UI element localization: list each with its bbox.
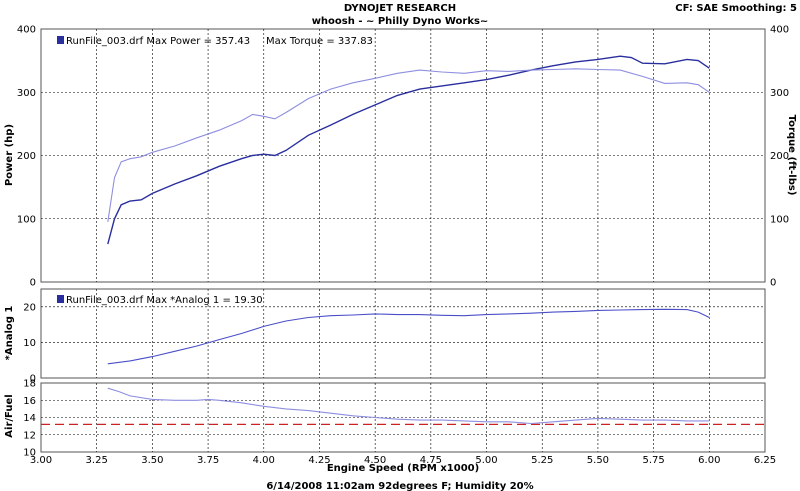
power-legend: RunFile_003.drf Max Power = 357.43 Max T… — [66, 36, 373, 47]
power-curve — [107, 55, 710, 245]
x-tick-label: 5.00 — [475, 455, 497, 466]
y-tick-label-right: 0 — [770, 278, 776, 289]
analog-curve — [107, 308, 710, 365]
x-tick-label: 4.00 — [253, 455, 275, 466]
x-tick-label: 5.50 — [587, 455, 609, 466]
x-tick-label: 5.25 — [531, 455, 553, 466]
x-tick-label: 6.00 — [698, 455, 720, 466]
power-y-axis-label: Power (hp) — [4, 124, 15, 186]
x-tick-label: 4.50 — [364, 455, 386, 466]
y-tick-label: 300 — [17, 88, 36, 99]
y-tick-label: 18 — [23, 379, 36, 390]
chart-subtitle: whoosh - ~ Philly Dyno Works~ — [312, 16, 489, 27]
x-tick-label: 3.25 — [86, 455, 108, 466]
afr-y-axis-label: Air/Fuel — [4, 394, 15, 437]
y-tick-label: 10 — [23, 448, 36, 459]
correction-factor-label: CF: SAE Smoothing: 5 — [675, 3, 797, 14]
x-tick-label: 4.25 — [308, 455, 330, 466]
y-tick-label: 20 — [23, 302, 36, 313]
y-tick-label: 0 — [30, 374, 36, 385]
analog-legend-swatch — [57, 295, 64, 303]
y-tick-label: 12 — [23, 430, 36, 441]
x-tick-label: 3.00 — [30, 455, 52, 466]
torque-y-axis-label: Torque (ft-lbs) — [786, 115, 797, 196]
y-tick-label: 100 — [17, 214, 36, 225]
x-tick-label: 5.75 — [642, 455, 664, 466]
y-tick-label: 14 — [23, 413, 36, 424]
afr-curve — [107, 387, 710, 425]
chart-title: DYNOJET RESEARCH — [344, 3, 456, 14]
analog-legend: RunFile_003.drf Max *Analog 1 = 19.30 — [66, 295, 263, 306]
analog-panel — [40, 288, 766, 379]
y-tick-label: 10 — [23, 338, 36, 349]
y-tick-label-right: 300 — [770, 88, 789, 99]
torque-curve — [107, 68, 710, 222]
y-tick-label: 16 — [23, 396, 36, 407]
y-tick-label-right: 100 — [770, 214, 789, 225]
y-tick-label-right: 400 — [770, 25, 789, 36]
x-tick-label: 6.25 — [754, 455, 776, 466]
y-tick-label: 0 — [30, 278, 36, 289]
x-tick-label: 3.75 — [197, 455, 219, 466]
x-tick-label: 3.50 — [141, 455, 163, 466]
analog-y-axis-label: *Analog 1 — [4, 306, 15, 361]
y-tick-label-right: 200 — [770, 151, 789, 162]
y-tick-label: 200 — [17, 151, 36, 162]
y-tick-label: 400 — [17, 25, 36, 36]
x-tick-label: 4.75 — [420, 455, 442, 466]
x-axis-label: Engine Speed (RPM x1000) — [327, 463, 479, 474]
power-legend-swatch — [57, 36, 64, 44]
run-conditions: 6/14/2008 11:02am 92degrees F; Humidity … — [266, 481, 533, 491]
